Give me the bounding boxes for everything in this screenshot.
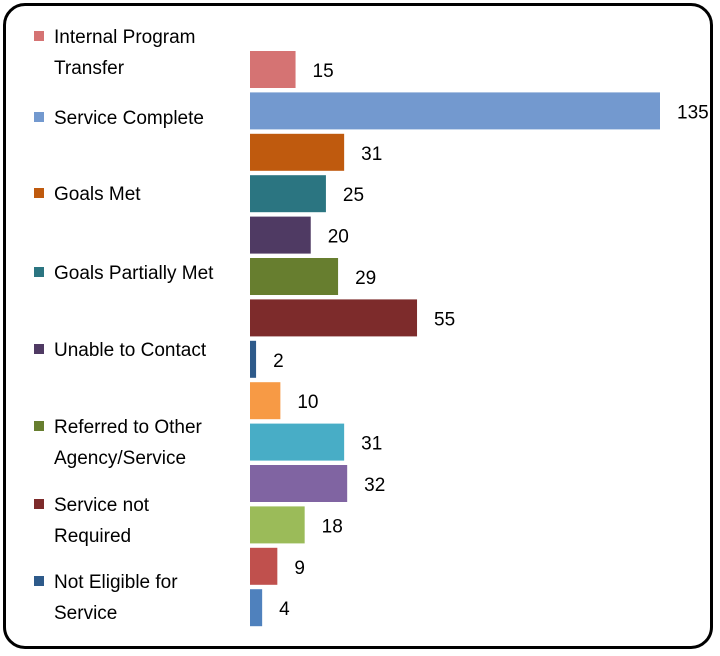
legend-swatch (34, 188, 44, 198)
data-label-4: 20 (328, 227, 349, 248)
legend-swatch (34, 267, 44, 277)
bar-3 (250, 175, 326, 213)
data-label-0: 15 (313, 61, 334, 82)
bar-5 (250, 258, 339, 295)
bar-1 (250, 92, 660, 130)
bar-11 (250, 506, 305, 544)
bar-12 (250, 547, 278, 585)
bar-7 (250, 340, 257, 378)
legend-swatch (34, 576, 44, 586)
bar-6 (250, 299, 418, 337)
data-label-8: 10 (297, 392, 318, 413)
data-label-9: 31 (361, 434, 382, 455)
bar-0 (250, 51, 296, 88)
legend-label: Goals Met (54, 184, 141, 205)
legend-swatch (34, 112, 44, 122)
bar-10 (250, 465, 348, 502)
legend-swatch (34, 421, 44, 431)
data-label-2: 31 (361, 144, 382, 165)
data-label-1: 135 (677, 102, 709, 123)
legend-swatch (34, 31, 44, 41)
legend-label: Unable to Contact (54, 340, 207, 361)
data-label-11: 18 (322, 516, 343, 537)
bar-2 (250, 133, 345, 171)
data-label-10: 32 (364, 475, 385, 496)
legend-label: Not Eligible for Service (54, 572, 178, 624)
legend-label: Service not Required (54, 495, 150, 547)
legend-label: Service Complete (54, 108, 204, 129)
bar-9 (250, 423, 345, 461)
legend-swatch (34, 499, 44, 509)
data-label-3: 25 (343, 185, 364, 206)
bar-4 (250, 216, 311, 254)
legend-label: Referred to Other Agency/Service (54, 417, 202, 469)
data-label-13: 4 (279, 599, 290, 620)
data-label-6: 55 (434, 309, 455, 330)
bar-8 (250, 382, 281, 420)
legend-label: Goals Partially Met (54, 263, 214, 284)
data-label-5: 29 (355, 268, 376, 289)
legend-label: Internal Program Transfer (54, 27, 196, 79)
data-label-12: 9 (294, 558, 305, 579)
data-label-7: 2 (273, 351, 284, 372)
legend-swatch (34, 344, 44, 354)
bar-13 (250, 589, 263, 627)
